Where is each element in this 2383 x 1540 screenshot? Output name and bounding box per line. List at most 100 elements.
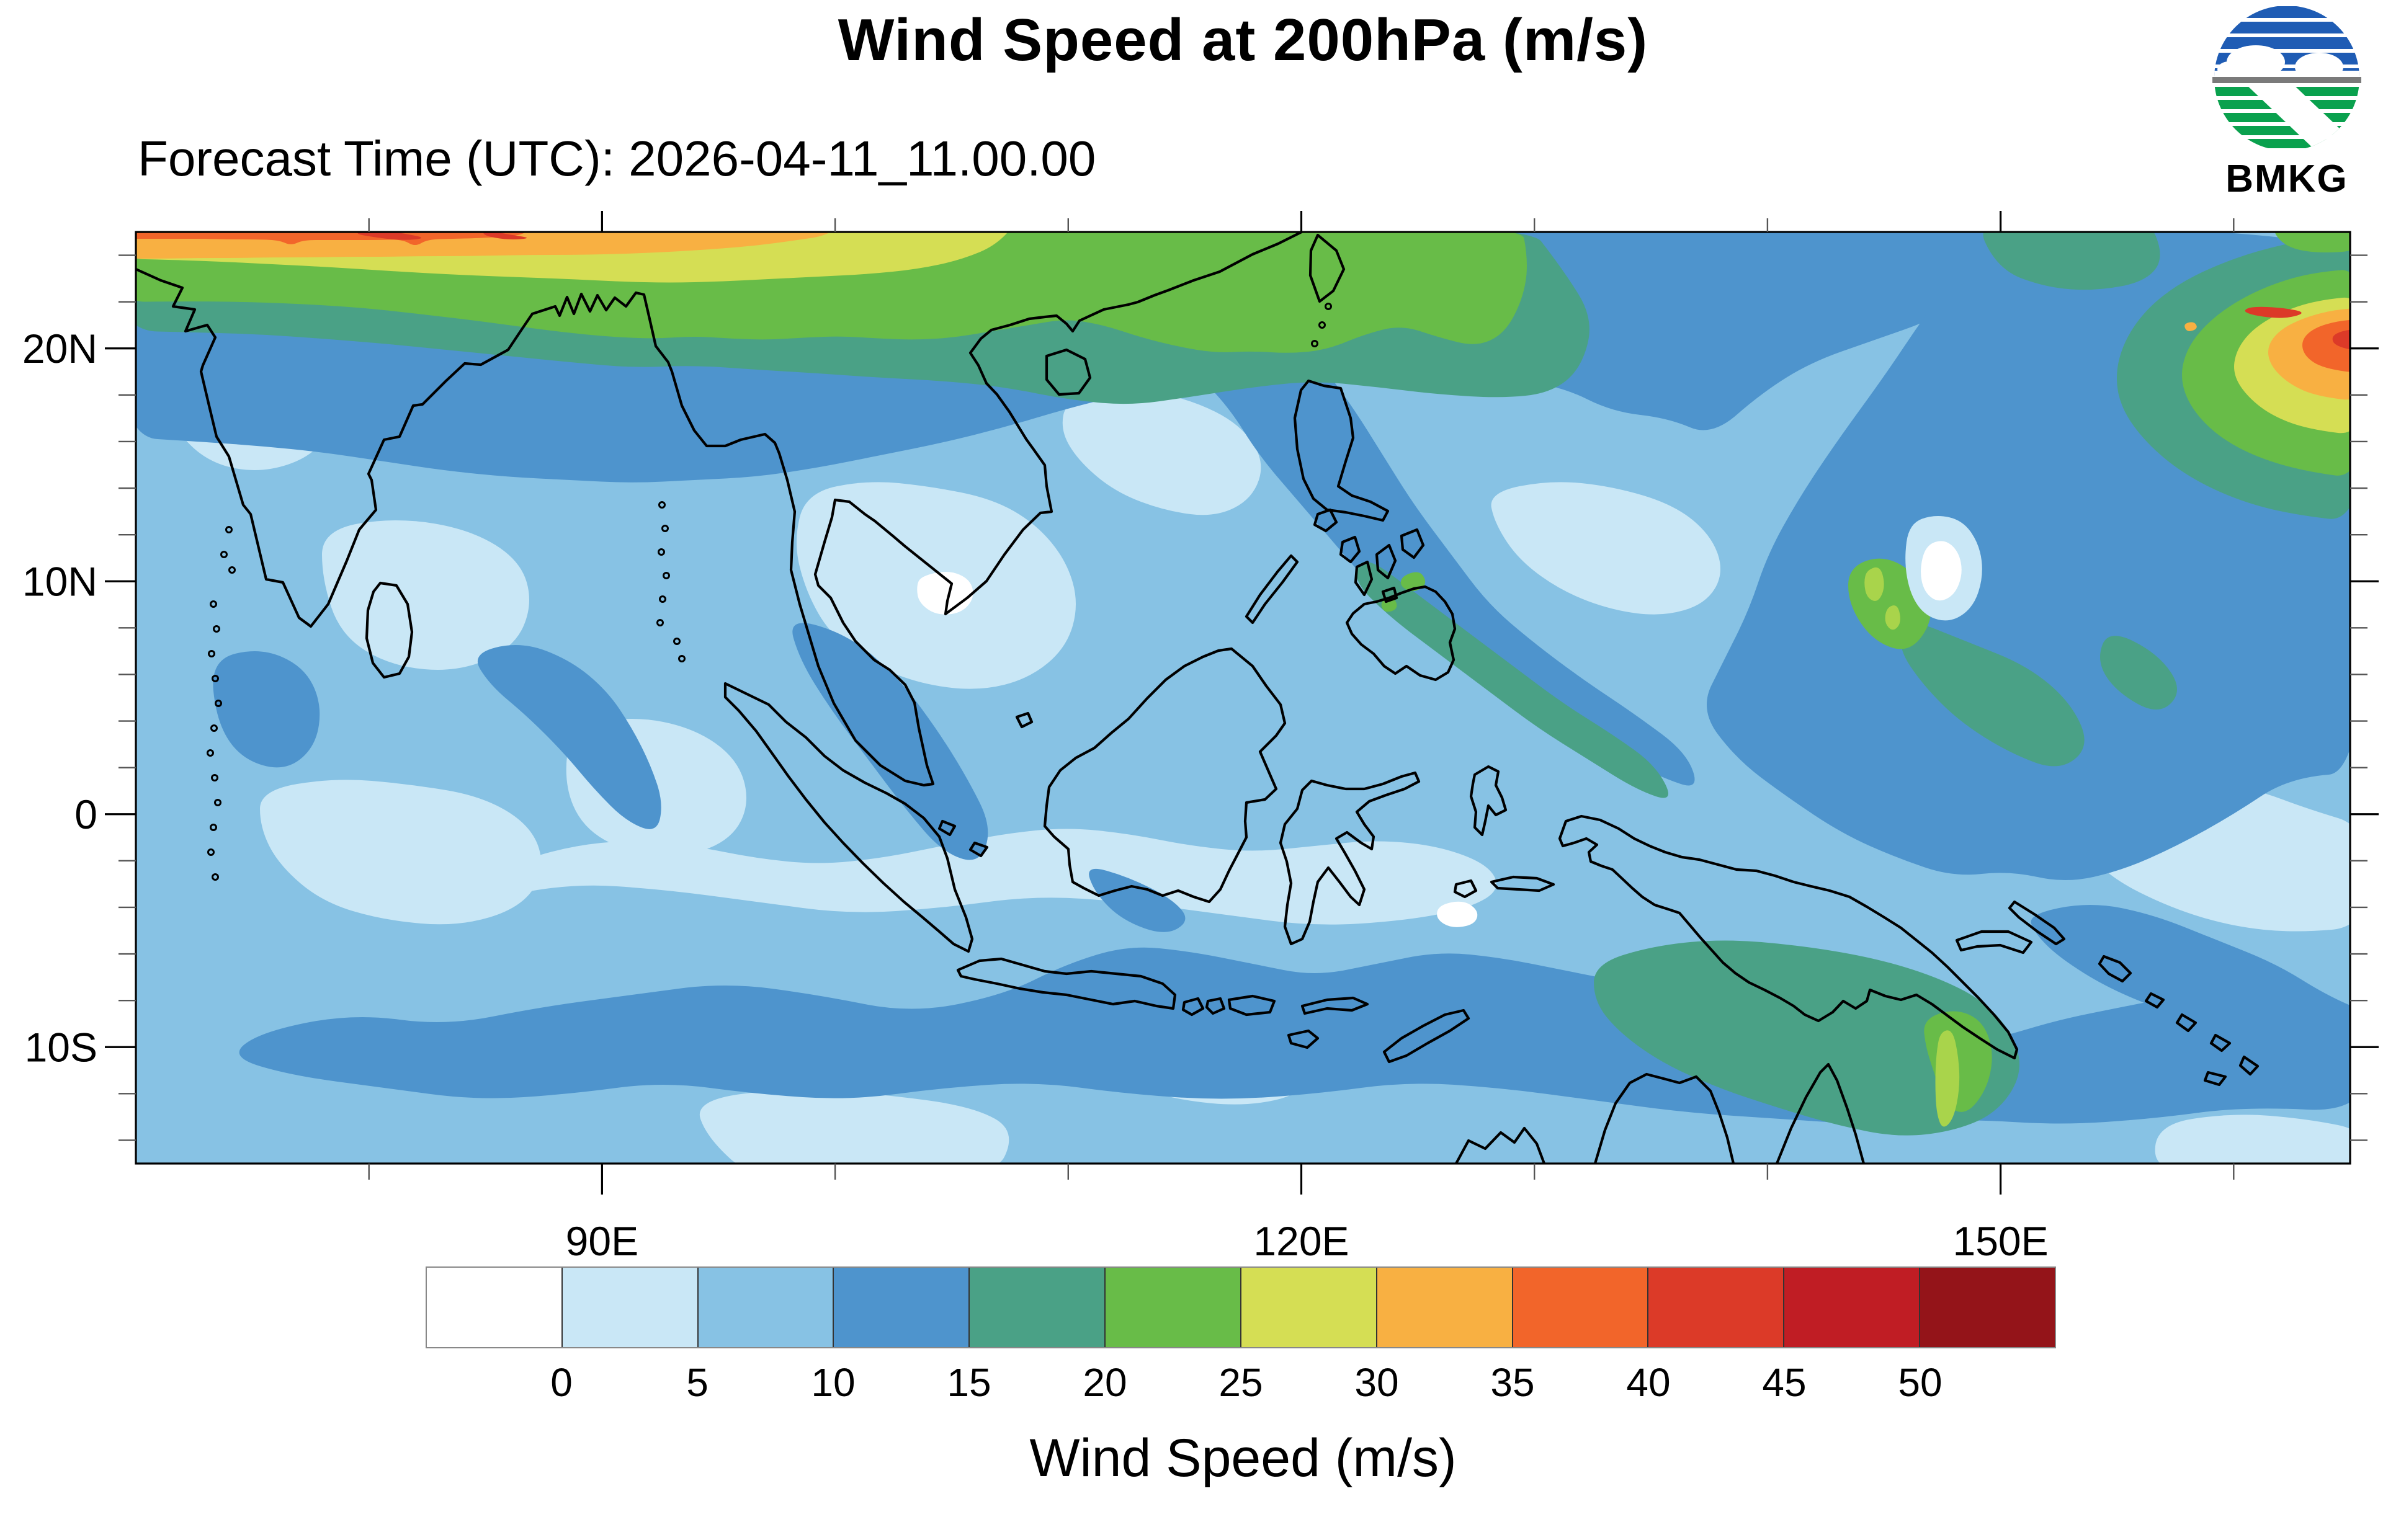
colorbar-cell [562, 1268, 699, 1347]
coastline [2209, 1033, 2232, 1053]
contour-field [136, 232, 2350, 1164]
colorbar-cell [834, 1268, 970, 1347]
coastline [2008, 900, 2066, 946]
contour-region [2184, 322, 2197, 331]
island-dot [212, 675, 219, 682]
contour-region [1921, 541, 1962, 601]
contour-region [1594, 940, 2019, 1136]
island-dot [658, 501, 666, 509]
colorbar-tick-label: 15 [947, 1360, 991, 1405]
island-dot [661, 525, 669, 532]
island-dot [659, 595, 666, 603]
forecast-time-label: Forecast Time (UTC): 2026-04-11_11.00.00 [138, 131, 1096, 186]
lon-tick-label: 90E [566, 1218, 638, 1264]
coastline [1454, 1126, 1546, 1164]
coastline [1375, 543, 1397, 580]
contour-region [483, 232, 527, 239]
coastline [1955, 930, 2033, 955]
colorbar-caption: Wind Speed (m/s) [1029, 1428, 1457, 1488]
island-dot [207, 848, 215, 856]
coastline [1300, 996, 1369, 1015]
contour-region [699, 1090, 1009, 1164]
colorbar-cell [1513, 1268, 1649, 1347]
bmkg-logo: BMKG [2209, 4, 2365, 201]
coastline [1181, 997, 1205, 1017]
island-dot [228, 566, 236, 574]
contour-region [1864, 567, 1884, 601]
coastline [2098, 955, 2132, 983]
contour-region [1062, 390, 1261, 515]
page-title: Wind Speed at 200hPa (m/s) [838, 7, 1648, 73]
island-dot [1325, 303, 1332, 310]
island-dot [207, 749, 214, 757]
island-dot [211, 774, 218, 781]
coastline [2238, 1055, 2260, 1076]
island-dot [678, 655, 686, 662]
contour-region [322, 520, 529, 670]
contour-region [1935, 1030, 1960, 1127]
colorbar-tick-label: 35 [1490, 1360, 1535, 1405]
colorbar-tick-label: 0 [550, 1360, 573, 1405]
contour-region [357, 232, 421, 240]
colorbar-tick-label: 20 [1083, 1360, 1127, 1405]
coastline [1453, 879, 1478, 899]
island-dot [213, 625, 220, 633]
lon-tick-label: 150E [1953, 1218, 2049, 1264]
contour-region [1089, 868, 1186, 932]
island-dot [208, 650, 215, 657]
contour-region [136, 232, 527, 245]
coastline [1205, 997, 1226, 1015]
contour-region [2245, 306, 2302, 318]
contour-region [477, 645, 661, 829]
contour-region [1400, 572, 1426, 592]
coastline [1279, 771, 1421, 946]
coastline [1043, 647, 1287, 904]
island-dot [673, 638, 681, 645]
coastline [1339, 535, 1361, 564]
colorbar-cell [427, 1268, 563, 1347]
lat-tick-label: 10S [25, 1024, 97, 1070]
coastline [1345, 585, 1457, 682]
contour-region [1885, 605, 1900, 630]
colorbar-cell [698, 1268, 834, 1347]
colorbar-tick-label: 50 [1898, 1360, 1943, 1405]
colorbar-cell [1648, 1268, 1785, 1347]
colorbar-tick-label: 40 [1626, 1360, 1671, 1405]
island-dot [214, 799, 221, 806]
coastline [1308, 233, 1346, 303]
contour-region [2100, 636, 2177, 710]
contour-region [2031, 905, 2350, 1070]
contour-region [1900, 623, 2085, 767]
coastline [2175, 1013, 2197, 1033]
colorbar-cell [1920, 1268, 2055, 1347]
island-dot [225, 526, 233, 533]
colorbar-tick-label: 25 [1218, 1360, 1263, 1405]
island-dot [210, 724, 218, 732]
colorbar-cell [1241, 1268, 1377, 1347]
contour-region [1356, 562, 1668, 798]
coastline [2203, 1070, 2227, 1087]
coastline [956, 957, 1177, 1010]
coastline [1382, 1008, 1470, 1064]
lat-tick-label: 10N [22, 558, 97, 604]
contour-region [2274, 232, 2350, 252]
island-dot [1318, 321, 1326, 329]
colorbar-cell [1377, 1268, 1513, 1347]
coastline [968, 841, 989, 858]
coastline [1354, 560, 1374, 597]
island-dot [658, 548, 665, 556]
coastline [1245, 554, 1299, 625]
contour-region [1437, 901, 1478, 927]
coastline [1293, 379, 1390, 522]
coastline [1015, 711, 1034, 729]
colorbar-tick-label: 45 [1762, 1360, 1807, 1405]
coastline [1400, 528, 1425, 559]
colorbar-labels: 0 5 10 15 20 25 30 35 40 45 50 [0, 1360, 2383, 1409]
coastline [723, 682, 974, 953]
coastline [136, 232, 1303, 787]
lon-tick-label: 120E [1253, 1218, 1349, 1264]
island-dot [1311, 340, 1318, 347]
bmkg-logo-label: BMKG [2225, 158, 2348, 200]
lat-tick-label: 0 [74, 791, 97, 837]
